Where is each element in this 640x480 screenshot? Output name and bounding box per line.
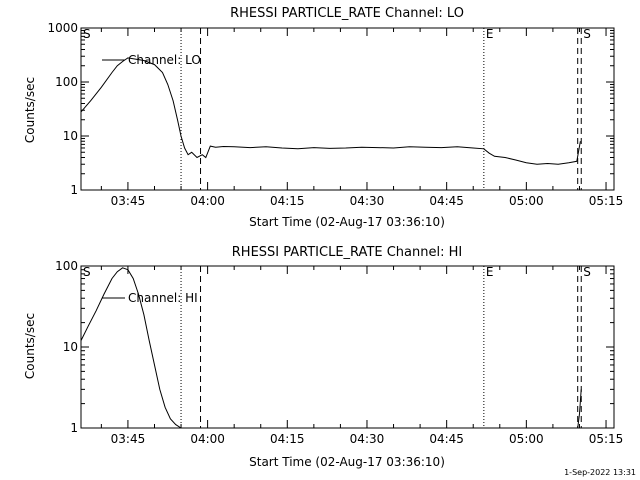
hi-series-line xyxy=(80,267,182,429)
lo-channel-panel: RHESSI PARTICLE_RATE Channel: LO Counts/… xyxy=(23,6,623,229)
lo-y-axis-label: Counts/sec xyxy=(23,77,37,143)
hi-marker-label: S xyxy=(83,265,91,279)
footer-timestamp: 1-Sep-2022 13:31 xyxy=(564,468,636,477)
lo-x-axis-label: Start Time (02-Aug-17 03:36:10) xyxy=(249,215,445,229)
hi-x-tick-label: 04:30 xyxy=(350,432,385,446)
lo-series-group xyxy=(80,57,581,165)
lo-legend-label: Channel: LO xyxy=(128,53,201,67)
lo-marker-label: E xyxy=(486,27,494,41)
lo-x-tick-label: 04:30 xyxy=(350,194,385,208)
lo-series-line xyxy=(80,57,581,165)
hi-x-tick-label: 03:45 xyxy=(111,432,146,446)
hi-x-tick-label: 05:15 xyxy=(589,432,624,446)
hi-series-line xyxy=(577,389,582,429)
lo-y-tick-labels: 1 10 100 1000 xyxy=(47,21,78,197)
lo-x-tick-label: 04:45 xyxy=(429,194,464,208)
lo-legend: Channel: LO xyxy=(102,53,201,67)
hi-x-tick-labels: 03:45 04:00 04:15 04:30 04:45 05:00 05:15 xyxy=(111,432,624,446)
lo-y-tick-label: 1000 xyxy=(47,21,78,35)
lo-y-tick-label: 10 xyxy=(63,129,78,143)
hi-x-tick-label: 05:00 xyxy=(509,432,544,446)
hi-x-tick-label: 04:45 xyxy=(429,432,464,446)
lo-axis-ticks xyxy=(81,27,614,191)
hi-legend: Channel: HI xyxy=(102,291,198,305)
lo-x-tick-label: 04:15 xyxy=(270,194,305,208)
hi-y-tick-label: 10 xyxy=(63,340,78,354)
hi-chart-title: RHESSI PARTICLE_RATE Channel: HI xyxy=(232,245,462,260)
hi-y-tick-labels: 1 10 100 xyxy=(55,259,78,435)
lo-plot-frame xyxy=(80,27,615,191)
hi-marker-label: S xyxy=(583,265,591,279)
lo-marker-label: S xyxy=(83,27,91,41)
hi-channel-panel: RHESSI PARTICLE_RATE Channel: HI Counts/… xyxy=(23,245,623,469)
hi-y-axis-label: Counts/sec xyxy=(23,313,37,379)
hi-x-tick-label: 04:15 xyxy=(270,432,305,446)
hi-axis-ticks xyxy=(81,265,614,429)
lo-y-tick-label: 1 xyxy=(70,183,78,197)
lo-x-tick-label: 03:45 xyxy=(111,194,146,208)
hi-x-tick-label: 04:00 xyxy=(190,432,225,446)
lo-x-tick-label: 05:00 xyxy=(509,194,544,208)
hi-y-tick-label: 100 xyxy=(55,259,78,273)
lo-x-tick-label: 05:15 xyxy=(589,194,624,208)
lo-x-tick-label: 04:00 xyxy=(190,194,225,208)
hi-legend-label: Channel: HI xyxy=(128,291,198,305)
hi-marker-label: E xyxy=(486,265,494,279)
lo-y-tick-label: 100 xyxy=(55,75,78,89)
lo-x-tick-labels: 03:45 04:00 04:15 04:30 04:45 05:00 05:15 xyxy=(111,194,624,208)
hi-x-axis-label: Start Time (02-Aug-17 03:36:10) xyxy=(249,455,445,469)
lo-marker-label: S xyxy=(583,27,591,41)
lo-chart-title: RHESSI PARTICLE_RATE Channel: LO xyxy=(230,6,464,21)
hi-series-group xyxy=(80,267,582,429)
hi-y-tick-label: 1 xyxy=(70,421,78,435)
